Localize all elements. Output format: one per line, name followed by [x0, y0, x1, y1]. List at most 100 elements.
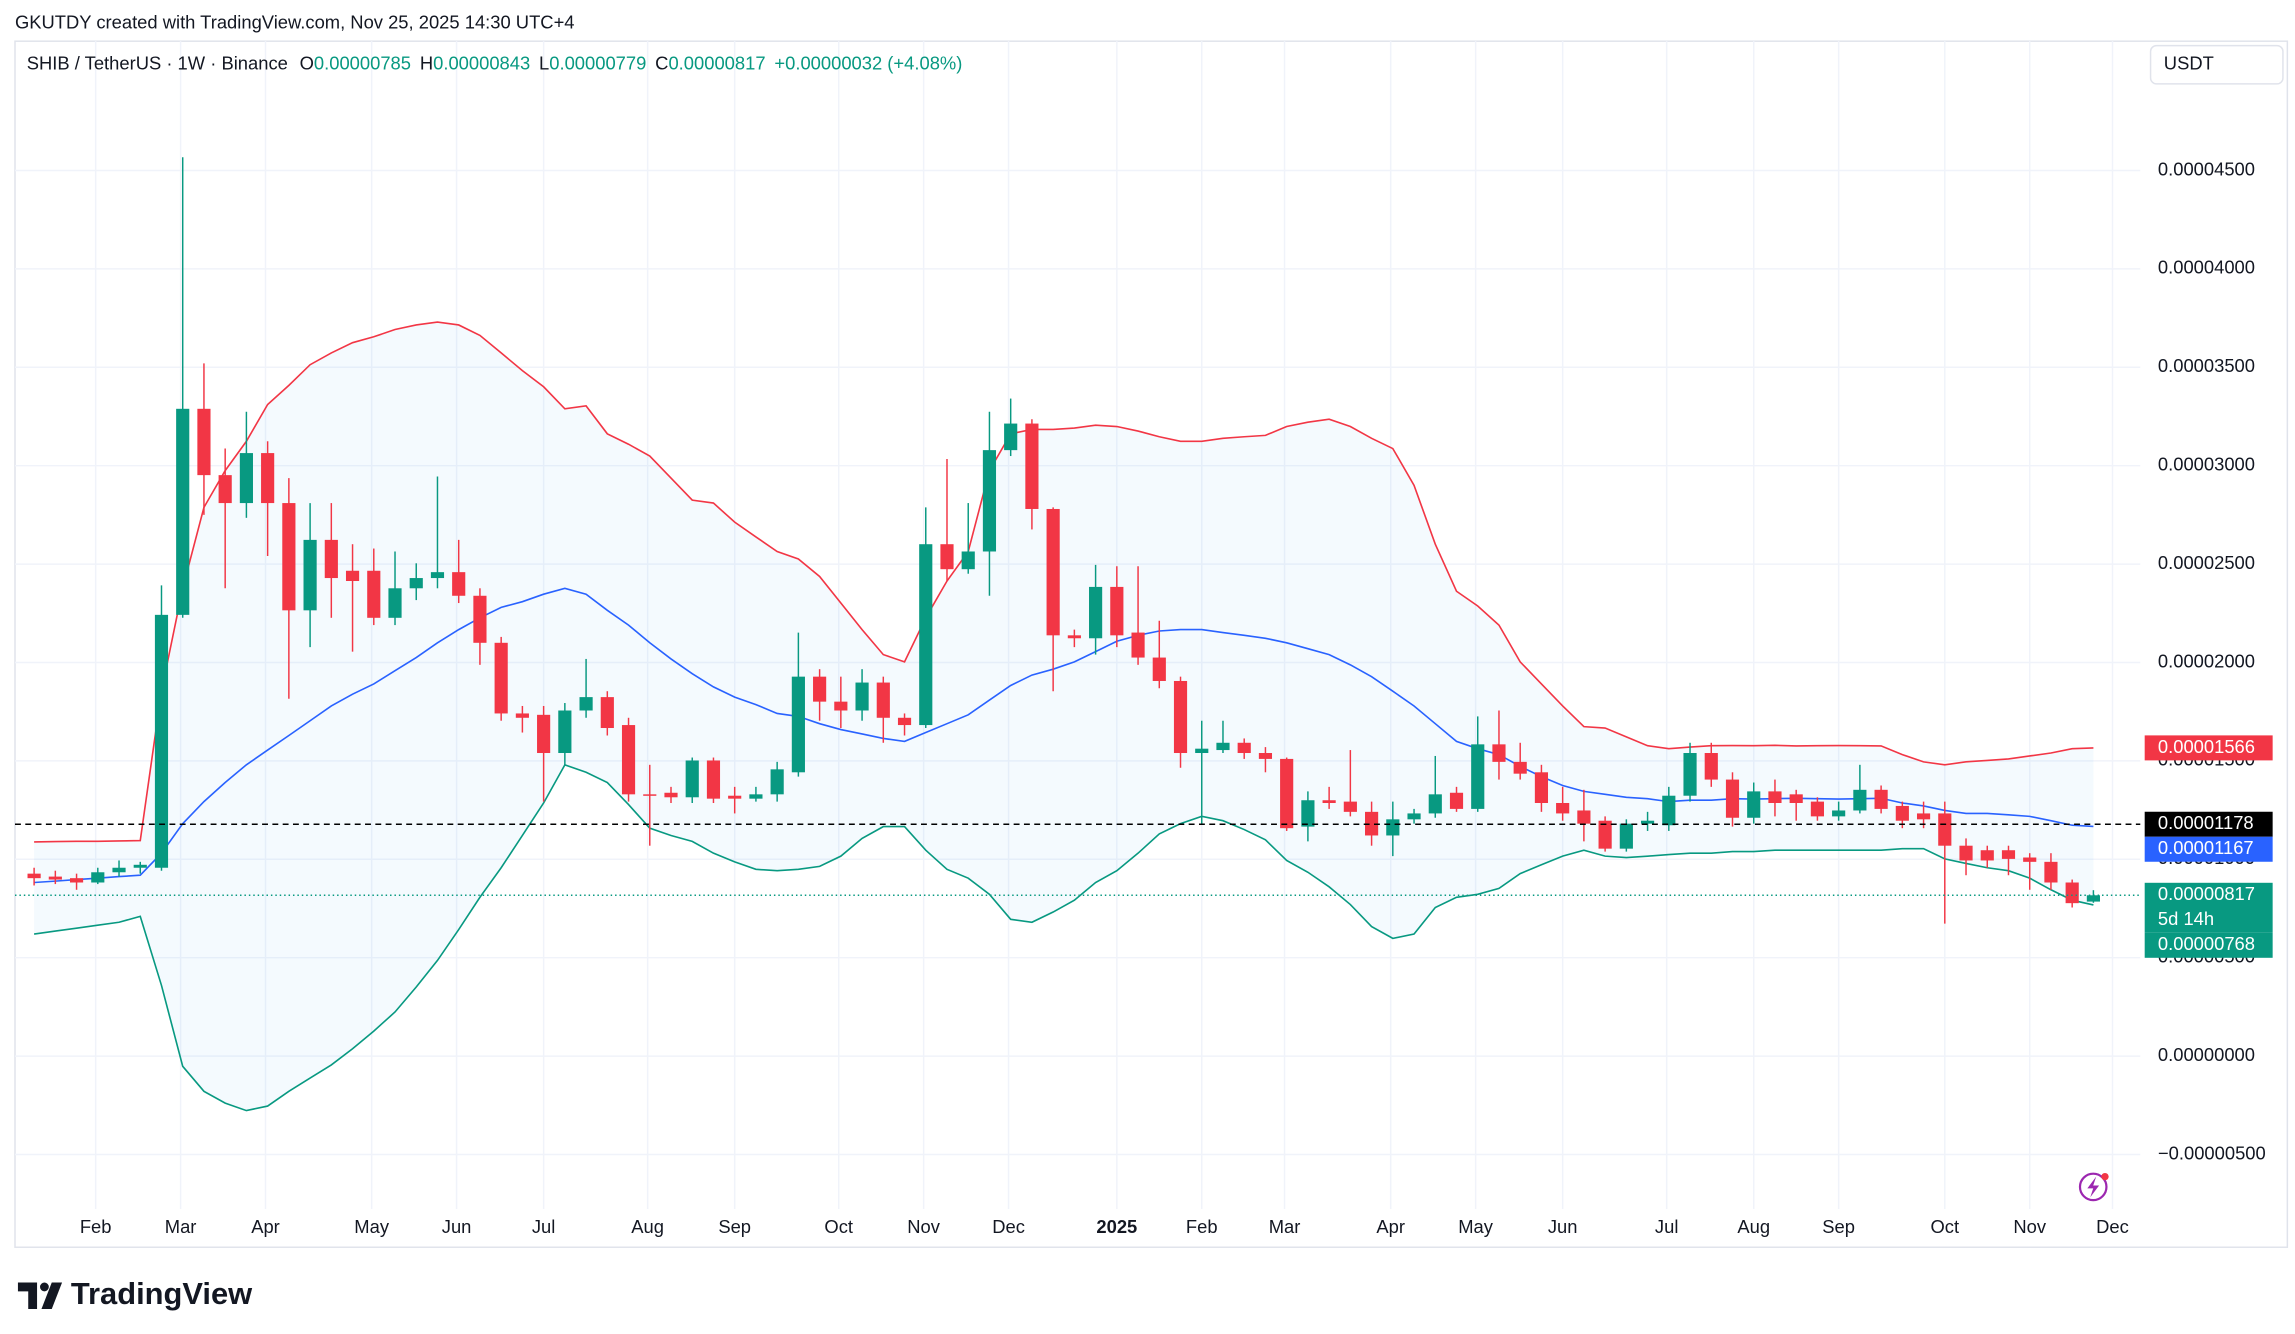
x-tick-label: Dec: [992, 1216, 1025, 1237]
ohlc-value: 0.00000779: [549, 53, 646, 74]
price-label: 0.00001566: [2158, 736, 2255, 757]
candle-body: [749, 794, 763, 799]
candle-body: [1640, 820, 1655, 824]
candle-body: [367, 570, 381, 618]
plot: [14, 157, 2141, 1112]
candle-body: [218, 475, 232, 504]
x-tick-label: Feb: [80, 1216, 112, 1237]
y-tick-label: 0.00004000: [2158, 257, 2255, 278]
candle-body: [1492, 744, 1506, 762]
candle-body: [1173, 680, 1188, 754]
candle-body: [600, 697, 614, 729]
candle-body: [345, 570, 360, 582]
y-tick-label: 0.00002000: [2158, 650, 2255, 671]
candle-body: [2044, 861, 2058, 883]
candle-body: [452, 572, 466, 596]
candle-body: [176, 408, 190, 615]
candle-body: [1683, 753, 1697, 796]
logo-dot: [40, 1282, 49, 1292]
candle-body: [1853, 789, 1867, 811]
x-tick-label: Sep: [1822, 1216, 1855, 1237]
y-tick-label: 0.00000000: [2158, 1044, 2255, 1065]
candle-body: [1662, 795, 1676, 826]
candle-body: [27, 873, 41, 879]
currency-button[interactable]: [2149, 44, 2284, 85]
band-line: [33, 763, 2094, 1112]
candle-body: [1152, 657, 1166, 681]
candle-body: [1195, 748, 1209, 754]
candle-body: [2001, 850, 2016, 859]
x-tick-label: Dec: [2096, 1216, 2129, 1237]
candle-body: [1258, 753, 1273, 759]
ohlc-key: L: [539, 53, 549, 74]
icon-bolt[interactable]: [2087, 1176, 2100, 1198]
candle-body: [643, 794, 657, 796]
candle-body: [1959, 845, 1973, 861]
candle-body: [1938, 813, 1952, 846]
candle-body: [1619, 823, 1633, 849]
watermark: GKUTDY created with TradingView.com, Nov…: [15, 11, 575, 32]
price-label-box: [2144, 882, 2273, 933]
candle-body: [197, 408, 211, 476]
candle-body: [791, 676, 805, 773]
change: +0.00000032 (+4.08%): [774, 53, 962, 74]
price-label-box: [2144, 932, 2273, 958]
replay-icon[interactable]: [2078, 1172, 2109, 1202]
currency[interactable]: USDT: [2164, 53, 2214, 74]
candle-body: [494, 642, 508, 714]
icon-dot[interactable]: [2101, 1172, 2109, 1181]
ohlc-value: 0.00000817: [668, 53, 765, 74]
candle-body: [1810, 801, 1824, 817]
candle-body: [537, 714, 551, 754]
countdown: 5d 14h: [2158, 908, 2214, 929]
price-label: 0.00001167: [2158, 837, 2254, 858]
pane-frame: [14, 40, 2289, 1248]
candle-body: [282, 503, 296, 611]
candle-body: [876, 682, 890, 718]
candle-body: [1916, 813, 1931, 820]
candle-body: [982, 450, 997, 552]
x-tick-label: Jun: [1548, 1216, 1578, 1237]
x-tick-label: Nov: [907, 1216, 940, 1237]
candle-body: [48, 876, 62, 880]
band-fill: [34, 322, 2094, 1111]
x-tick-label: May: [354, 1216, 390, 1237]
symbol-title: SHIB / TetherUS · 1W · Binance: [27, 53, 288, 74]
y-tick-label: −0.00000500: [2158, 1142, 2266, 1163]
x-tick-label: Oct: [1930, 1216, 1959, 1237]
candle-body: [303, 539, 317, 611]
price-label-box: [2144, 811, 2273, 837]
candle-body: [1046, 508, 1060, 636]
icon-ring[interactable]: [2078, 1172, 2108, 1202]
candle-body: [1216, 742, 1230, 751]
x-tick-label: Jun: [442, 1216, 472, 1237]
ohlc-key: O: [300, 53, 314, 74]
x-tick-label: Nov: [2013, 1216, 2046, 1237]
price-label-box: [2144, 735, 2273, 761]
candle-body: [1131, 632, 1145, 658]
candle-body: [961, 551, 975, 570]
grid: [14, 41, 2141, 1209]
price-label: 0.00001178: [2158, 812, 2254, 833]
candle-body: [897, 717, 912, 726]
candle-body: [239, 453, 253, 504]
candle-body: [1895, 805, 1909, 821]
logo: TradingView: [17, 1276, 253, 1311]
candle-body: [388, 588, 402, 618]
candle-body: [473, 595, 487, 643]
candle-body: [1428, 794, 1442, 814]
candle-body: [1980, 850, 1994, 861]
x-tick-label: May: [1458, 1216, 1494, 1237]
x-tick-label: Jul: [532, 1216, 556, 1237]
candle-body: [1747, 791, 1761, 818]
candle-body: [1301, 800, 1315, 827]
x-tick-label: Mar: [165, 1216, 197, 1237]
price-label: 0.00000817: [2158, 883, 2255, 904]
candle-body: [834, 701, 848, 711]
x-tick-label: Mar: [1269, 1216, 1301, 1237]
candle-body: [324, 539, 338, 579]
x-tick-label: Sep: [718, 1216, 751, 1237]
candle-body: [1704, 753, 1718, 780]
candle-body: [558, 710, 572, 754]
